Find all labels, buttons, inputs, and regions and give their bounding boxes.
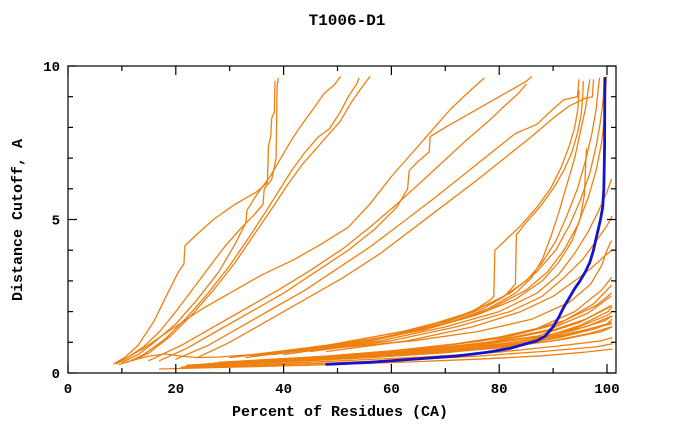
x-tick-label: 100 xyxy=(594,382,619,398)
y-tick-label: 10 xyxy=(43,60,60,76)
model-curve xyxy=(191,321,612,367)
y-axis-label: Distance Cutoff, A xyxy=(10,139,27,301)
axes-layer: 0 20 40 60 80 100 0 5 10 xyxy=(43,60,619,398)
model-curve xyxy=(245,89,580,359)
x-tick-label: 40 xyxy=(275,382,292,398)
model-curve xyxy=(115,77,485,365)
x-tick-label: 60 xyxy=(383,382,400,398)
model-curve xyxy=(212,295,612,364)
y-tick-label: 5 xyxy=(52,214,60,230)
x-tick-label: 80 xyxy=(491,382,508,398)
x-tick-label: 0 xyxy=(64,382,72,398)
model-curve xyxy=(218,284,612,363)
model-curve xyxy=(196,79,595,359)
model-curve xyxy=(158,76,533,362)
model-curve xyxy=(250,80,584,357)
y-tick-label: 0 xyxy=(52,367,60,383)
model-curve xyxy=(326,249,613,353)
model-curve xyxy=(132,76,371,362)
x-axis-label: Percent of Residues (CA) xyxy=(232,404,448,421)
model-curve xyxy=(239,77,601,357)
model-curve xyxy=(115,77,279,364)
x-tick-label: 20 xyxy=(167,382,184,398)
highlighted-model-curve xyxy=(325,76,607,366)
chart-title: T1006-D1 xyxy=(309,12,386,30)
model-curve xyxy=(309,215,613,353)
model-curves-layer xyxy=(113,76,613,370)
model-curve xyxy=(255,80,605,356)
model-curve xyxy=(158,348,613,370)
model-curve xyxy=(126,77,360,363)
model-curve xyxy=(121,76,341,363)
model-curve xyxy=(113,80,276,365)
model-curve xyxy=(207,306,613,366)
model-curve xyxy=(272,148,588,356)
model-curve xyxy=(229,79,591,359)
model-curve xyxy=(175,79,580,360)
model-curve xyxy=(148,83,527,362)
